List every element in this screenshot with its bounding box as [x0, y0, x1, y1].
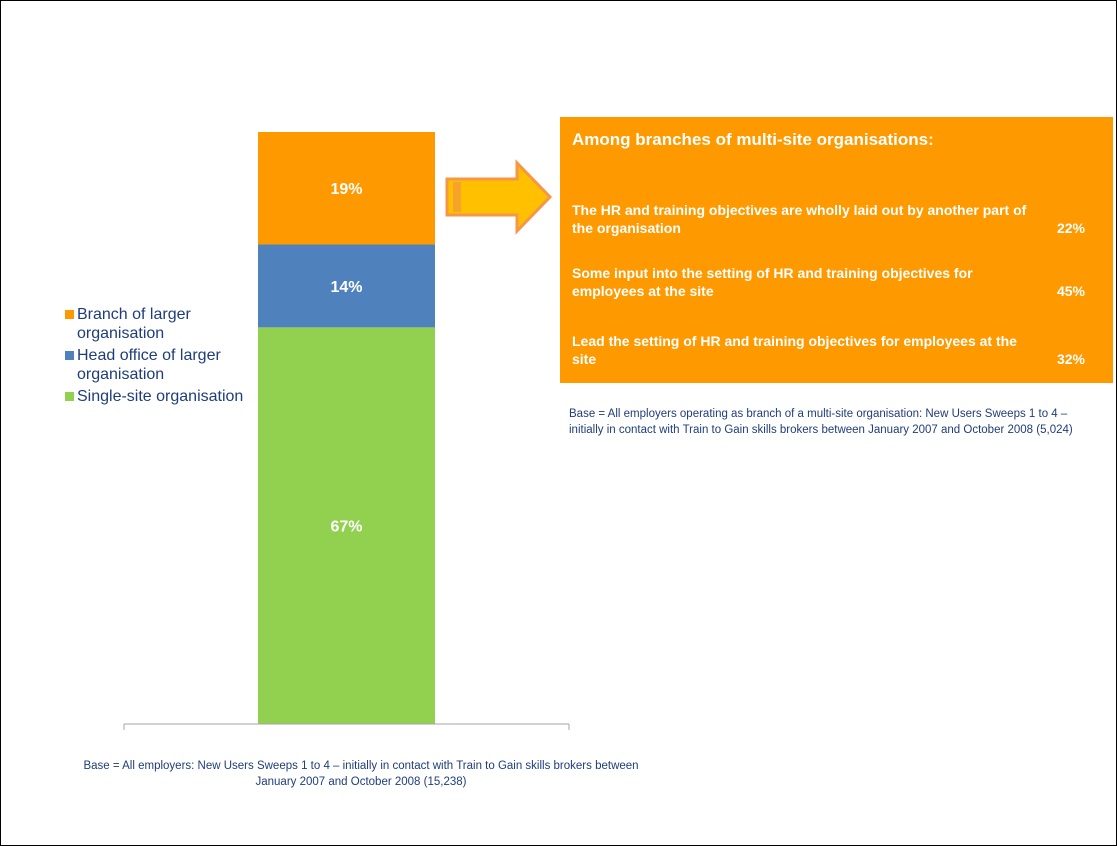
callout-title: Among branches of multi-site organisatio… — [572, 130, 934, 149]
base-note-chart: Base = All employers: New Users Sweeps 1… — [83, 760, 639, 788]
legend-swatch-branch — [65, 310, 74, 319]
callout-item-some-input: Some input into the setting of HR and tr… — [572, 265, 973, 299]
legend-label-branch: Branch of larger organisation — [77, 306, 191, 342]
callout-value-wholly-laid-out: 22% — [1056, 220, 1085, 236]
callout-value-some-input: 45% — [1056, 283, 1085, 299]
legend-swatch-head-office — [65, 351, 74, 360]
bar-segment-head-office-of-larger-organisation — [258, 244, 435, 328]
legend: Branch of larger organisation Head offic… — [65, 305, 265, 409]
callout-item-wholly-laid-out: The HR and training objectives are wholl… — [572, 202, 1027, 236]
legend-item-branch: Branch of larger organisation — [65, 305, 265, 343]
callout-value-lead-setting: 32% — [1056, 351, 1085, 367]
data-label-branch-of-larger-organisation: 19% — [330, 181, 362, 198]
legend-label-head-office: Head office of larger organisation — [77, 347, 221, 383]
bar-segment-branch-of-larger-organisation — [258, 132, 435, 245]
callout-item-lead-setting: Lead the setting of HR and training obje… — [572, 333, 1017, 367]
legend-item-single-site: Single-site organisation — [65, 387, 265, 406]
base-note-callout: Base = All employers operating as branch… — [569, 408, 1073, 436]
bar-segment-single-site-organisation — [258, 327, 435, 724]
legend-item-head-office: Head office of larger organisation — [65, 346, 265, 384]
bar-stack: 67% 14% 19% — [258, 132, 435, 724]
legend-label-single-site: Single-site organisation — [77, 388, 244, 405]
legend-swatch-single-site — [65, 392, 74, 401]
data-label-head-office-of-larger-organisation: 14% — [330, 279, 362, 296]
arrow-icon — [445, 159, 553, 235]
callout-box: Among branches of multi-site organisatio… — [560, 117, 1113, 383]
data-label-single-site-organisation: 67% — [330, 519, 362, 536]
